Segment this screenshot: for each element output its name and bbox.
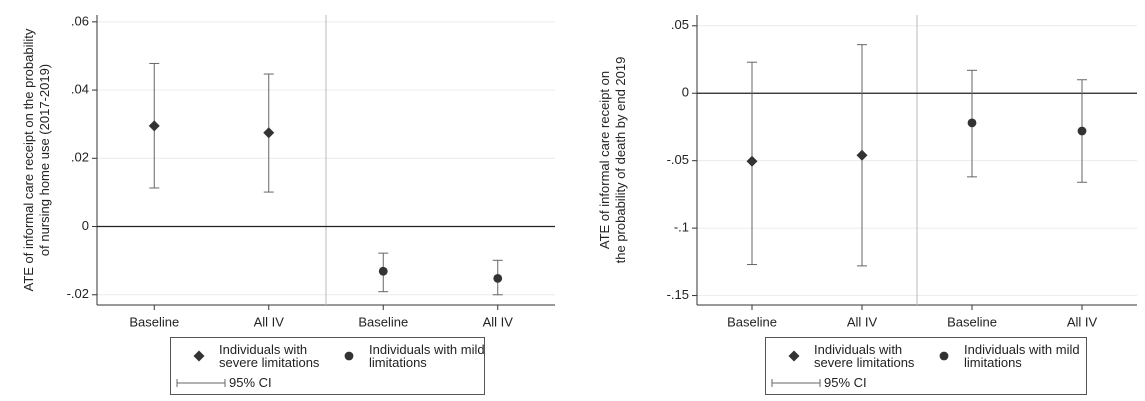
diamond-marker: [788, 350, 800, 362]
legend-label: Individuals with severe limitations: [814, 342, 915, 370]
legend-swatch: [344, 351, 354, 361]
legend-entry: Individuals with mild limitations: [329, 343, 487, 369]
x-tick-label: Baseline: [358, 314, 408, 329]
legend-entry: Individuals with severe limitations: [774, 343, 932, 369]
x-tick-label: All IV: [254, 314, 285, 329]
y-tick-label: .06: [71, 13, 89, 28]
y-axis-title: ATE of informal care receipt onthe proba…: [597, 57, 628, 264]
y-tick-label: -.1: [674, 220, 689, 235]
legend-label: Individuals with severe limitations: [219, 342, 320, 370]
y-tick-label: 0: [682, 85, 689, 100]
ci-label: 95% CI: [824, 375, 867, 390]
x-tick-label: Baseline: [727, 314, 777, 329]
diamond-marker: [856, 149, 868, 161]
legend-entry: Individuals with mild limitations: [924, 343, 1082, 369]
y-tick-label: .05: [671, 17, 689, 32]
circle-marker: [939, 351, 949, 361]
y-tick-label: -.05: [667, 152, 689, 167]
diamond-marker: [193, 350, 205, 362]
circle-marker: [1077, 126, 1087, 136]
y-tick-label: 0: [82, 218, 89, 233]
legend-swatch: [193, 350, 205, 362]
y-title-line: the probability of death by end 2019: [613, 57, 628, 264]
legend-label: Individuals with mild limitations: [964, 342, 1080, 370]
x-tick-label: All IV: [847, 314, 878, 329]
x-tick-label: Baseline: [129, 314, 179, 329]
y-axis-title: ATE of informal care receipt on the prob…: [21, 28, 52, 291]
x-tick-label: All IV: [1067, 314, 1098, 329]
legend-swatch: [939, 351, 949, 361]
legend-swatch: [788, 350, 800, 362]
circle-marker: [344, 351, 354, 361]
x-tick-label: Baseline: [947, 314, 997, 329]
legend-entry: Individuals with severe limitations: [179, 343, 337, 369]
y-title-line: ATE of informal care receipt on the prob…: [21, 28, 36, 291]
y-tick-label: .02: [71, 150, 89, 165]
y-tick-label: -.02: [67, 286, 89, 301]
legend-entry: 95% CI: [175, 376, 347, 389]
y-title-line: of nursing home use (2017-2019): [37, 64, 52, 256]
legend-entry: 95% CI: [770, 376, 942, 389]
y-tick-label: .04: [71, 81, 89, 96]
diamond-marker: [148, 120, 160, 132]
y-tick-label: -.15: [667, 287, 689, 302]
circle-marker: [378, 266, 388, 276]
legend-label: Individuals with mild limitations: [369, 342, 485, 370]
diamond-marker: [746, 155, 758, 167]
legend: Individuals with severe limitations Indiv…: [170, 337, 485, 395]
legend: Individuals with severe limitations Indiv…: [765, 337, 1087, 395]
ci-label: 95% CI: [229, 375, 272, 390]
x-tick-label: All IV: [483, 314, 514, 329]
ci-swatch: [176, 378, 226, 387]
diamond-marker: [263, 127, 275, 139]
y-title-line: ATE of informal care receipt on: [597, 71, 612, 249]
circle-marker: [493, 273, 503, 283]
circle-marker: [967, 118, 977, 128]
ci-swatch: [771, 378, 821, 387]
